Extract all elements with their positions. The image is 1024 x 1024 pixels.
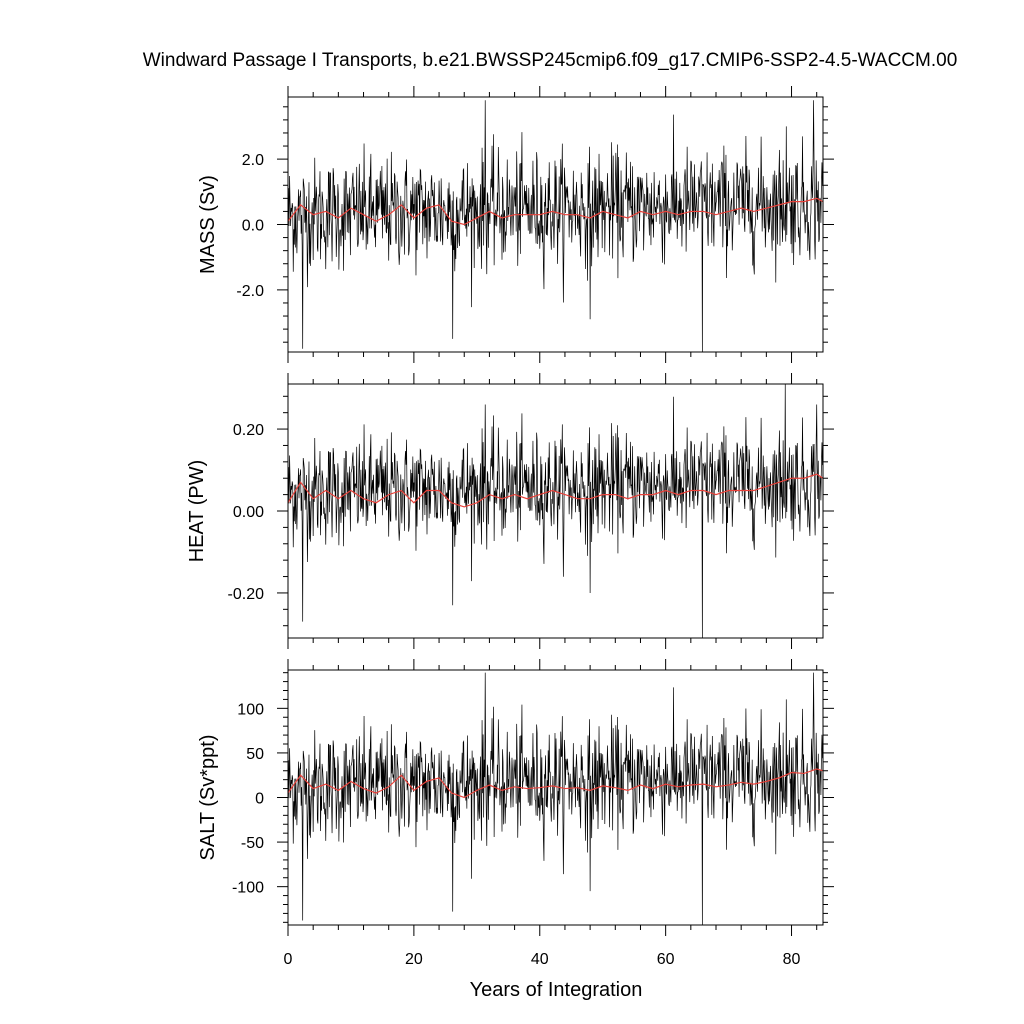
y-tick-label: 50 (246, 746, 264, 763)
y-tick-label: 2.0 (242, 152, 264, 169)
monthly-series-line-3 (288, 672, 823, 925)
panel-3: -100 -50 0 50 100 SALT (Sv*ppt) (197, 659, 834, 936)
smoothed-series-line-1 (288, 197, 823, 226)
x-tick-label: 40 (531, 951, 549, 968)
y-tick-label: 0 (255, 791, 264, 808)
y-tick-label: -50 (241, 835, 264, 852)
y-tick-label: 0.00 (233, 504, 264, 521)
monthly-series-line-2 (288, 384, 823, 638)
y-tick-label: 0.0 (242, 218, 264, 235)
y-axis-label-3: SALT (Sv*ppt) (197, 735, 219, 861)
x-tick-label: 0 (284, 951, 293, 968)
y-tick-label: 100 (237, 701, 264, 718)
smoothed-series-line-3 (288, 768, 823, 799)
x-tick-label: 60 (657, 951, 675, 968)
y-tick-label: -2.0 (236, 283, 264, 300)
x-tick-labels: 0 20 40 60 80 (284, 951, 801, 968)
y-tick-label: -0.20 (228, 586, 265, 603)
y-axis-label-1: MASS (Sv) (197, 175, 219, 274)
x-axis-label: Years of Integration (470, 979, 643, 1001)
y-axis-label-2: HEAT (PW) (186, 460, 208, 563)
smoothed-series-line-2 (288, 473, 823, 508)
panels: -2.0 0.0 2.0 MASS (Sv) -0.20 0.00 0.20 HEAT (PW… (186, 86, 834, 936)
monthly-series-line-1 (288, 100, 823, 352)
y-tick-label: 0.20 (233, 422, 264, 439)
y-tick-label: -100 (232, 880, 264, 897)
x-tick-label: 20 (405, 951, 423, 968)
chart-title: Windward Passage I Transports, b.e21.BWS… (143, 50, 958, 71)
panel-2: -0.20 0.00 0.20 HEAT (PW) (186, 373, 834, 649)
panel-1: -2.0 0.0 2.0 MASS (Sv) (197, 86, 834, 363)
x-tick-label: 80 (783, 951, 801, 968)
